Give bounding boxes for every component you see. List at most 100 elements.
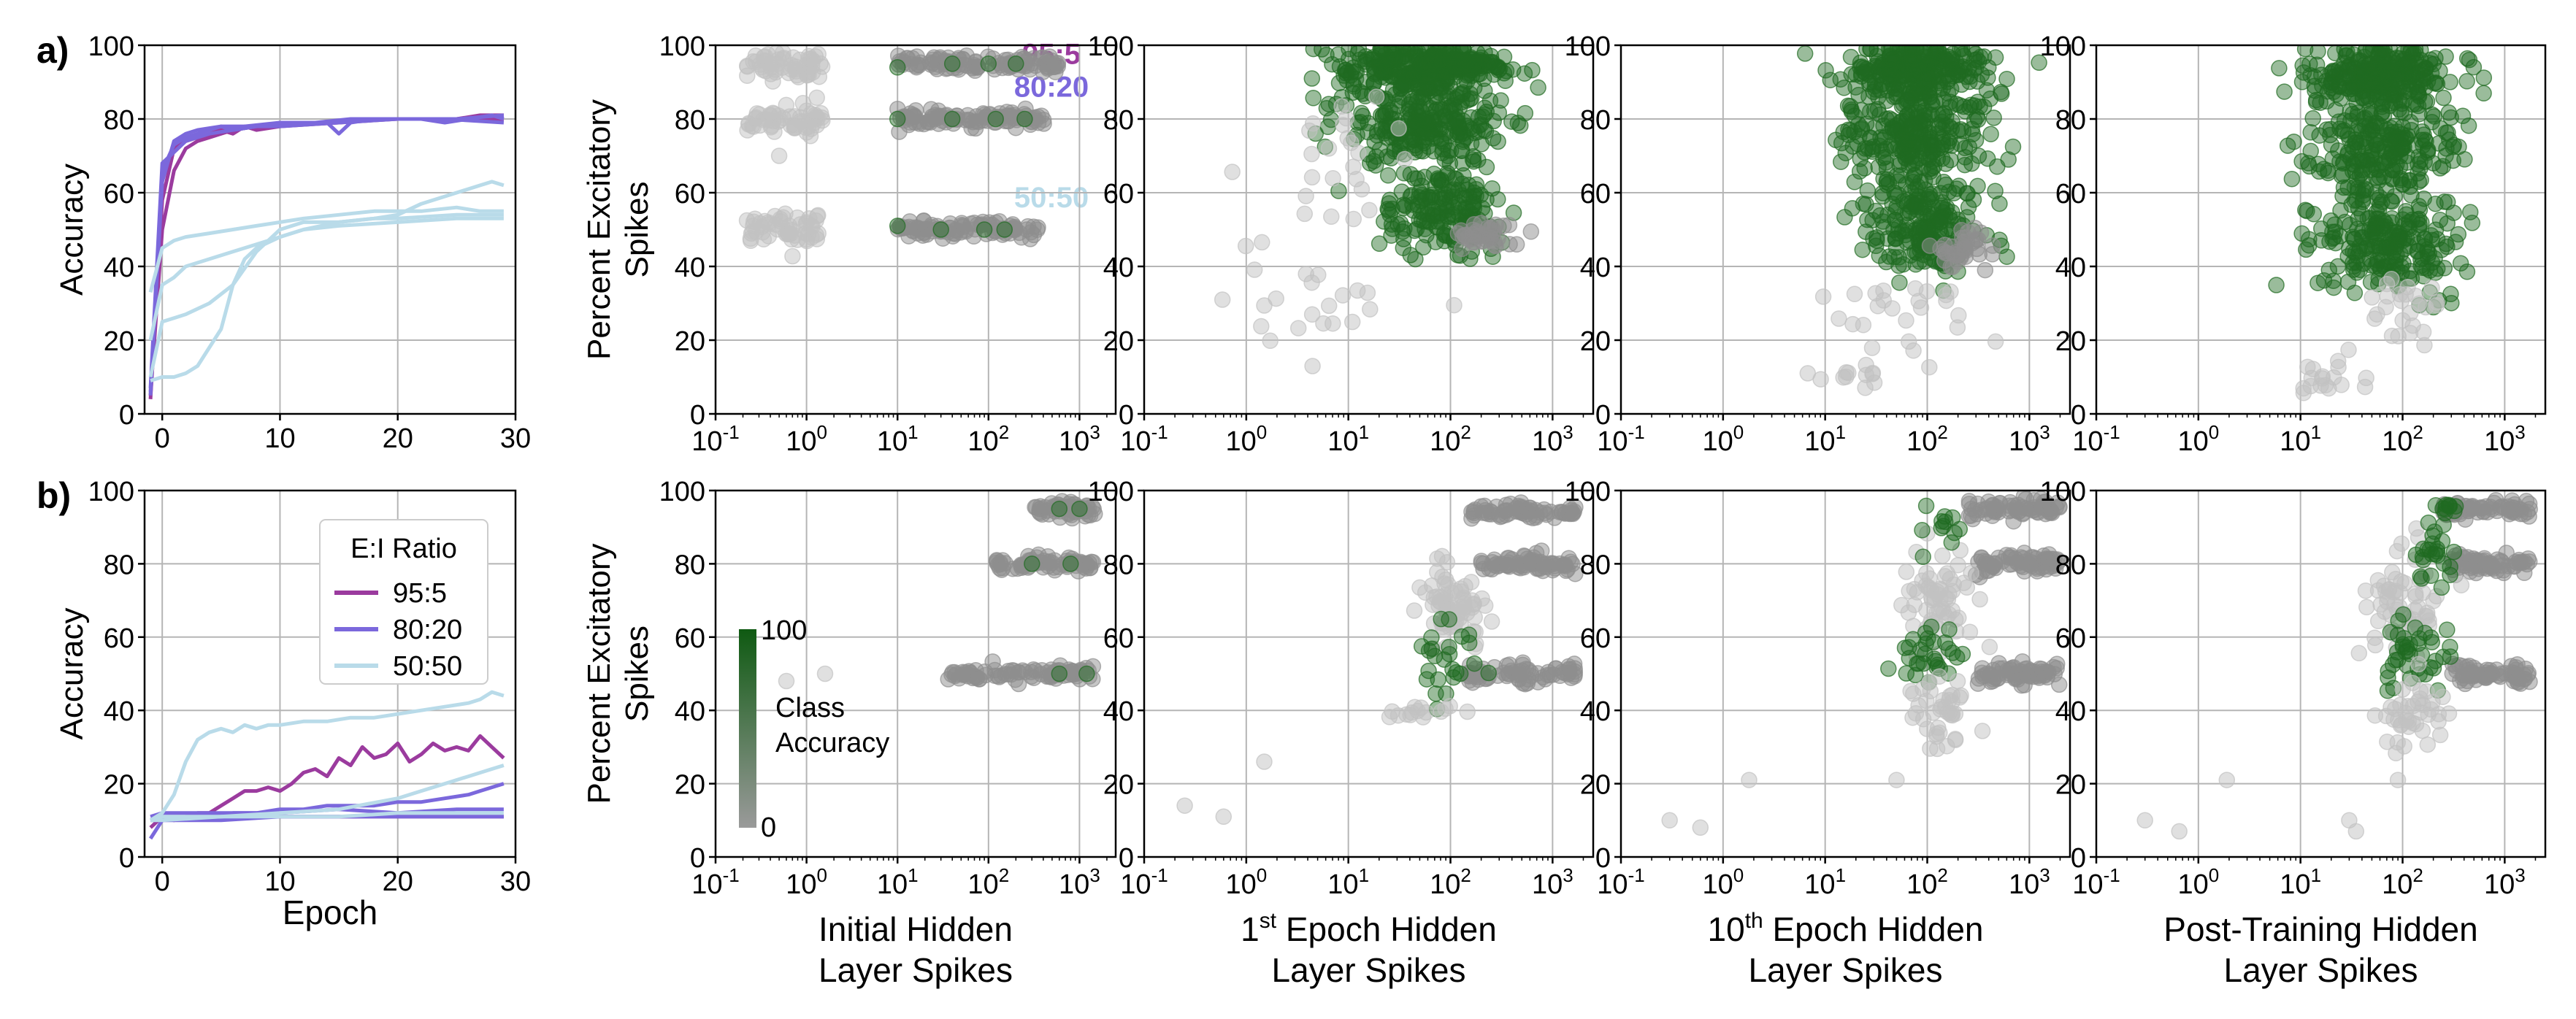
y-tick-label: 60 [104,623,134,654]
y-tick-label: 80 [104,105,134,136]
x-tick-label: 101 [2280,421,2321,457]
y-tick-label: 80 [2055,105,2086,136]
scatter-point [1842,48,1860,66]
scatter-point [1397,197,1414,215]
x-tick-label: 102 [2382,864,2423,900]
scatter-point [1304,358,1321,374]
scatter-point [1931,213,1949,231]
scatter-point [1989,158,2006,175]
y-tick-label: 60 [2055,623,2086,654]
scatter-point [2373,105,2390,122]
scatter-point [1485,66,1503,83]
scatter-point [922,56,940,73]
scatter-point [2020,555,2036,573]
scatter-point [1855,59,1872,77]
scatter-point [1905,342,1922,359]
scatter-point [2302,124,2319,141]
scatter-point [1951,520,1969,538]
scatter-point [2509,673,2526,691]
x-tick-label: 103 [2009,421,2050,457]
plot-area-b-epoch1 [1176,494,1584,826]
ratio-annotation: 50:50 [1014,182,1089,214]
y-tick-label: 40 [1580,253,1611,283]
scatter-point [1254,234,1270,251]
scatter-point [889,218,906,234]
scatter-point [889,59,906,76]
scatter-point [804,218,821,235]
scatter-point [2357,582,2374,599]
scatter-point [1970,147,1987,164]
scatter-point [1910,293,1927,309]
scatter-point [2429,293,2445,311]
scatter-point [1389,216,1406,233]
scatter-point [1395,165,1413,182]
scatter-point [2366,637,2384,654]
x-tick-label: 101 [1804,864,1846,900]
y-tick-label: 40 [1103,696,1134,727]
scatter-point [2004,138,2022,155]
x-axis-label: Post-Training Hidden Layer Spikes [2163,910,2477,989]
scatter-point [2475,85,2492,102]
scatter-point [1320,297,1338,315]
scatter-point [1303,306,1321,323]
scatter-point [2350,210,2366,227]
y-tick-label: 80 [1103,105,1134,136]
scatter-point [751,215,769,232]
y-tick-label: 60 [1103,623,1134,654]
scatter-point [794,95,812,112]
scatter-point [1977,261,1994,279]
scatter-point [1957,149,1974,166]
scatter-point [1511,499,1529,516]
y-tick-label: 20 [104,770,134,801]
y-tick-label: 100 [659,477,705,507]
scatter-point [1969,73,1986,90]
y-tick-label: 100 [88,31,134,62]
scatter-point [1864,364,1882,382]
scatter-point [2439,621,2456,639]
scatter-point [1414,142,1432,160]
scatter-point [1563,669,1580,686]
scatter-point [1939,74,1956,91]
scatter-point [1380,202,1397,219]
scatter-point [784,247,801,265]
scatter-point [1524,61,1541,79]
scatter-point [1934,547,1951,564]
scatter-point [1509,115,1527,131]
scatter-point [1453,628,1471,645]
scatter-point [2442,648,2459,665]
scatter-point [2305,206,2323,223]
y-tick-label: 60 [2055,179,2086,209]
scatter-point [1445,669,1463,686]
scatter-point [1741,772,1757,788]
scatter-point [1982,126,1999,142]
x-tick-label: 100 [1702,864,1744,900]
scatter-point [1846,285,1863,303]
scatter-point [2440,496,2457,514]
scatter-point [1441,611,1457,628]
scatter-point [1948,180,1966,197]
scatter-point [1457,53,1474,69]
scatter-point [932,221,949,238]
y-tick-label: 60 [104,179,134,209]
scatter-point [1484,130,1502,147]
legend: E:I Ratio 95:5 80:20 50:50 [319,519,488,685]
scatter-point [762,119,780,136]
scatter-point [1944,52,1960,69]
x-tick-label: 0 [155,423,170,454]
scatter-point [1352,83,1368,100]
scatter-point [1441,114,1457,131]
scatter-point [1692,819,1709,837]
scatter-point [1215,808,1233,826]
scatter-point [970,671,988,688]
scatter-point [1985,496,2002,514]
scatter-point [1411,211,1427,228]
scatter-point [1297,188,1314,204]
scatter-point [1971,591,1988,608]
series-line-50-50 [149,690,505,822]
scatter-point [1289,320,1307,337]
scatter-point [1879,171,1895,188]
scatter-point [2396,574,2413,592]
scatter-point [2402,45,2419,61]
